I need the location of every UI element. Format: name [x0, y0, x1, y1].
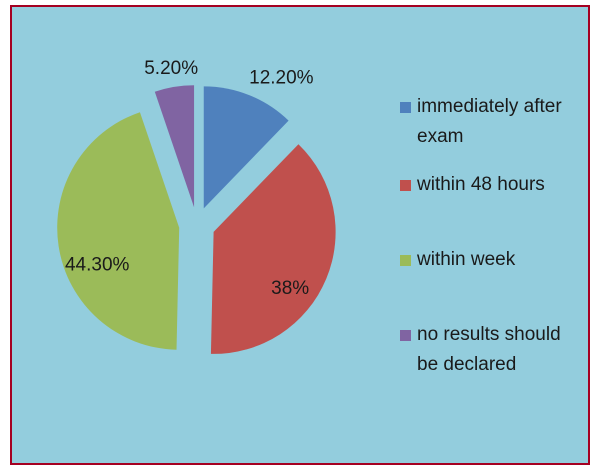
legend-item: within week: [400, 245, 585, 275]
legend-item: immediately after exam: [400, 92, 585, 152]
legend-swatch: [400, 180, 411, 191]
legend-swatch: [400, 255, 411, 266]
legend-label: immediately after exam: [417, 96, 562, 147]
data-label: 38%: [271, 278, 309, 299]
pie-slice: [203, 86, 289, 209]
page: {"chart_data": {"type": "pie", "categori…: [10, 5, 590, 465]
legend-label: within 48 hours: [417, 174, 545, 195]
data-label: 12.20%: [249, 67, 314, 88]
legend-swatch: [400, 330, 411, 341]
data-label: 44.30%: [65, 254, 130, 275]
data-label: 5.20%: [144, 58, 198, 79]
pie-slice: [57, 112, 180, 350]
pie-slice: [154, 85, 195, 208]
pie-slice: [210, 144, 336, 354]
chart: 12.20% 38% 44.30% 5.20%: [57, 58, 336, 354]
legend-swatch: [400, 102, 411, 113]
legend-label: no results should be declared: [417, 324, 561, 375]
legend-item: no results should be declared: [400, 320, 585, 380]
legend-item: within 48 hours: [400, 170, 585, 200]
legend-label: within week: [417, 249, 516, 270]
